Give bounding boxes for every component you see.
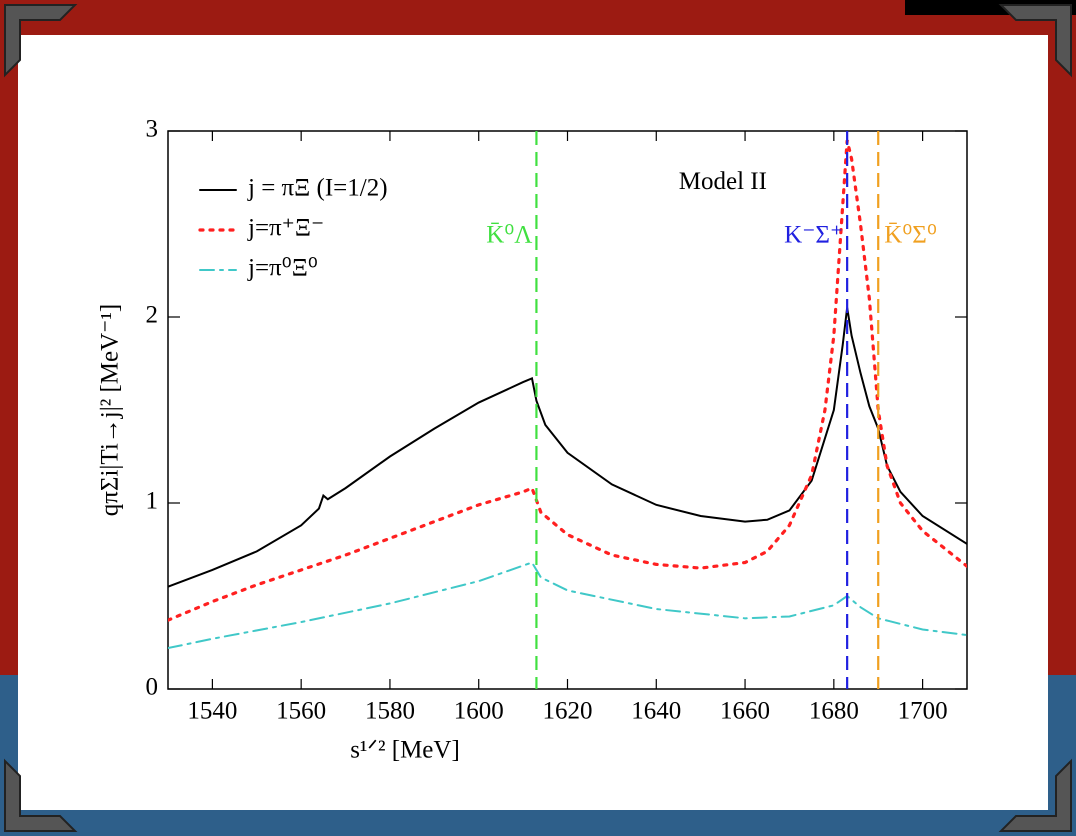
x-axis-label: s¹ᐟ² [MeV]	[350, 737, 460, 764]
x-tick-label: 1660	[720, 698, 770, 725]
y-tick-label: 2	[146, 302, 159, 329]
series-line	[168, 307, 967, 588]
x-tick-label: 1600	[454, 698, 504, 725]
x-tick-label: 1700	[898, 698, 948, 725]
y-tick-label: 0	[146, 674, 159, 701]
panel	[18, 35, 1048, 810]
legend-label: j=π⁰Ξ⁰	[247, 255, 318, 282]
y-tick-label: 1	[146, 488, 159, 515]
annotation: Model II	[679, 168, 767, 195]
threshold-label: K̄⁰Σ⁰	[884, 222, 937, 249]
x-tick-label: 1640	[631, 698, 681, 725]
x-tick-label: 1620	[543, 698, 593, 725]
series-line	[168, 561, 967, 650]
x-tick-label: 1680	[809, 698, 859, 725]
x-tick-label: 1540	[187, 698, 237, 725]
plot-area	[168, 139, 967, 650]
y-axis-label: qπΣi|Ti→j|² [MeV⁻¹]	[97, 304, 124, 516]
threshold-label: K̄⁰Λ	[486, 222, 532, 249]
threshold-label: K⁻Σ⁺	[784, 222, 843, 249]
series-line	[168, 139, 967, 622]
x-tick-label: 1580	[365, 698, 415, 725]
frame-corners	[4, 4, 1072, 832]
legend-label: j = πΞ (I=1/2)	[247, 175, 388, 202]
y-tick-label: 3	[146, 116, 159, 143]
legend-label: j=π⁺Ξ⁻	[247, 215, 324, 242]
x-tick-label: 1560	[276, 698, 326, 725]
